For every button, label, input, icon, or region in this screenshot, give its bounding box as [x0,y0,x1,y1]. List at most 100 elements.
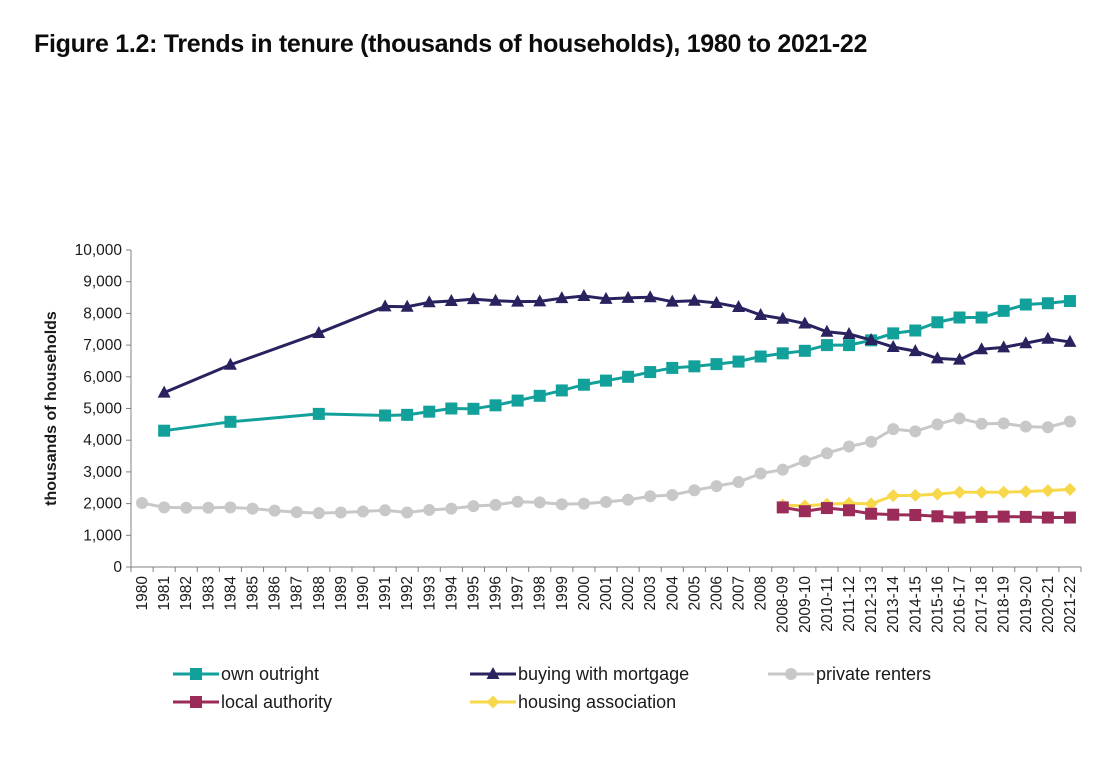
data-point-local-authority [1019,510,1032,523]
chart-axes: 0 1,000 2,000 3,000 4,000 5,000 6,000 7,000 8,00… [43,242,1082,633]
data-point-housing-association [886,489,900,503]
x-tick-label: 1992 [399,576,416,610]
data-point-private-renters [268,504,281,517]
x-tick-label: 2006 [708,576,725,610]
data-point-own-outright [820,339,833,352]
x-tick-label: 1995 [465,576,482,610]
data-point-buying-with-mortgage [577,288,591,301]
data-point-own-outright [158,424,171,437]
data-point-private-renters [290,506,303,519]
data-point-private-renters [953,412,966,425]
data-point-buying-with-mortgage [466,292,480,305]
data-point-local-authority [798,505,811,518]
data-point-buying-with-mortgage [776,311,790,324]
data-point-own-outright [843,339,856,352]
data-point-buying-with-mortgage [1063,334,1077,347]
data-point-private-renters [1063,415,1076,428]
data-point-housing-association [930,487,944,501]
data-point-own-outright [754,350,767,363]
data-point-own-outright [776,347,789,360]
chart-legend: own outright buying with mortgage private … [173,664,931,712]
x-tick-label: 2021-22 [1062,576,1079,633]
data-point-local-authority [975,510,988,523]
data-point-local-authority [776,501,789,514]
data-point-private-renters [511,495,524,508]
legend-label-buying-with-mortgage: buying with mortgage [518,664,689,684]
data-point-housing-association [1041,484,1055,498]
data-point-buying-with-mortgage [1041,331,1055,344]
x-tick-label: 1983 [200,576,217,610]
x-tick-label: 2003 [642,576,659,610]
y-tick-label: 6,000 [83,369,122,386]
legend-marker-housing-association [486,695,500,709]
data-point-private-renters [622,493,635,506]
data-point-private-renters [710,480,723,493]
data-point-own-outright [533,389,546,402]
y-tick-label: 10,000 [75,242,123,259]
x-tick-label: 2000 [576,576,593,611]
data-point-own-outright [379,409,392,422]
data-point-buying-with-mortgage [754,307,768,320]
y-tick-label: 3,000 [83,464,122,481]
data-point-private-renters [644,490,657,503]
legend-item-local-authority: local authority [173,692,332,712]
legend-item-buying-with-mortgage: buying with mortgage [470,664,689,684]
data-point-private-renters [820,447,833,460]
data-point-own-outright [489,399,502,412]
x-tick-label: 2019-20 [1018,576,1035,633]
data-point-private-renters [379,504,392,517]
data-point-own-outright [931,316,944,329]
data-point-private-renters [467,500,480,513]
data-point-own-outright [423,405,436,418]
series-own-outright [158,295,1076,437]
x-tick-label: 1989 [333,576,350,610]
x-tick-label: 2001 [598,576,615,610]
data-point-own-outright [1063,295,1076,308]
y-tick-label: 8,000 [83,305,122,322]
legend-label-own-outright: own outright [221,664,319,684]
data-point-local-authority [931,510,944,523]
legend-marker-local-authority [190,696,202,708]
data-point-private-renters [931,418,944,431]
data-point-buying-with-mortgage [621,290,635,303]
data-point-own-outright [401,408,414,421]
y-tick-label: 9,000 [83,274,122,291]
data-point-private-renters [843,440,856,453]
data-point-private-renters [533,496,546,509]
x-tick-label: 2016-17 [951,576,968,633]
x-tick-label: 1996 [488,576,505,610]
data-point-own-outright [887,327,900,340]
data-point-local-authority [1063,511,1076,524]
data-point-buying-with-mortgage [511,294,525,307]
data-point-housing-association [908,488,922,502]
series-private-renters [136,412,1076,520]
data-point-housing-association [997,485,1011,499]
x-tick-label: 2020-21 [1040,576,1057,633]
data-point-private-renters [180,501,193,514]
data-point-own-outright [600,374,612,387]
data-point-buying-with-mortgage [842,327,856,340]
chart-series-layer [136,288,1077,524]
x-tick-label: 1994 [443,576,460,611]
data-point-buying-with-mortgage [864,333,878,346]
data-point-private-renters [1041,421,1054,434]
data-point-own-outright [644,366,657,379]
x-tick-label: 1984 [222,576,239,611]
data-point-own-outright [688,360,701,373]
data-point-own-outright [975,311,988,324]
data-point-private-renters [754,467,767,480]
data-point-housing-association [975,485,989,499]
data-point-buying-with-mortgage [312,326,326,339]
legend-item-own-outright: own outright [173,664,319,684]
series-local-authority [776,501,1076,524]
data-point-private-renters [732,476,745,489]
data-point-own-outright [622,370,635,383]
x-tick-label: 2013-14 [885,576,902,633]
data-point-buying-with-mortgage [886,340,900,353]
data-point-private-renters [909,425,922,438]
x-tick-label: 2008 [753,576,770,610]
data-point-buying-with-mortgage [732,300,746,313]
data-point-buying-with-mortgage [952,352,966,365]
legend-marker-buying-with-mortgage [486,667,500,679]
legend-marker-private-renters [785,668,797,680]
